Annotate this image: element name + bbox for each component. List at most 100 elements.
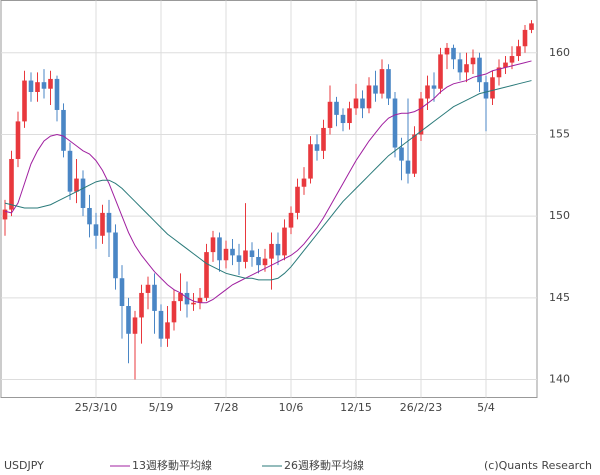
candle-body: [139, 292, 144, 318]
candle-body: [217, 237, 222, 261]
candle-body: [22, 80, 27, 122]
candle-body: [106, 212, 112, 233]
candle-body: [308, 144, 313, 179]
candle-body: [451, 47, 456, 60]
candle-body: [301, 178, 307, 187]
candle-body: [256, 256, 261, 266]
candle-body: [490, 77, 495, 99]
candle-body: [295, 186, 300, 213]
candle-body: [80, 178, 86, 208]
candle-body: [483, 82, 489, 99]
candle-body: [386, 69, 391, 99]
candle-body: [28, 80, 34, 92]
candle-body: [74, 178, 79, 192]
candle-body: [399, 147, 404, 161]
candle-body: [457, 59, 463, 73]
candle-body: [119, 278, 125, 307]
candle-body: [444, 47, 450, 55]
candle-body: [509, 56, 515, 63]
candle-body: [275, 243, 281, 256]
candle-body: [243, 250, 248, 262]
candle-body: [529, 23, 534, 30]
candle-body: [249, 250, 255, 257]
candle-body: [87, 207, 92, 225]
candle-body: [223, 248, 229, 261]
y-tick-label: 155: [549, 127, 570, 140]
candle-body: [9, 158, 14, 210]
candle-body: [61, 109, 66, 151]
candle-body: [470, 57, 476, 65]
candle-body: [48, 78, 53, 89]
moving-average-line: [4, 60, 532, 304]
candle-body: [204, 252, 209, 298]
candle-body: [522, 29, 528, 47]
candle-body: [269, 243, 274, 259]
candle-body: [425, 85, 430, 99]
candle-body: [392, 98, 398, 148]
candle-body: [412, 134, 417, 174]
x-tick-label: 12/15: [340, 401, 372, 414]
candle-body: [178, 292, 183, 302]
candle-body: [126, 306, 131, 334]
candle-body: [496, 67, 502, 78]
candle-body: [282, 227, 287, 256]
candle-body: [347, 108, 352, 124]
candle-body: [327, 101, 333, 128]
candle-body: [262, 258, 268, 266]
candle-body: [184, 292, 190, 305]
candle-body: [15, 121, 21, 159]
candle-body: [152, 284, 157, 311]
candle-body: [100, 212, 105, 236]
candle-body: [132, 317, 138, 334]
candle-body: [35, 82, 40, 92]
candle-body: [210, 237, 216, 253]
legend-label: USDJPY: [4, 459, 44, 472]
x-tick-label: 5/19: [149, 401, 174, 414]
candle-body: [477, 57, 482, 83]
legend-label: 26週移動平均線: [284, 458, 364, 472]
candle-body: [236, 255, 242, 262]
candle-body: [191, 302, 196, 305]
x-tick-label: 25/3/10: [75, 401, 117, 414]
y-tick-label: 160: [549, 46, 570, 59]
plot-frame: [0, 0, 538, 398]
candle-body: [373, 85, 378, 94]
candle-body: [379, 69, 385, 94]
candle-body: [41, 82, 47, 89]
candle-body: [516, 46, 521, 57]
candle-body: [366, 85, 372, 109]
candle-body: [93, 224, 99, 236]
candle-body: [171, 301, 177, 323]
candle-body: [438, 54, 443, 89]
x-tick-label: 10/6: [279, 401, 304, 414]
candle-body: [165, 322, 170, 339]
candle-body: [197, 297, 203, 303]
candle-body: [340, 114, 346, 124]
candle-body: [360, 98, 365, 109]
y-tick-label: 150: [549, 209, 570, 222]
candle-body: [405, 160, 411, 174]
candle-body: [334, 101, 339, 115]
candle-body: [145, 284, 151, 293]
candle-body: [2, 209, 8, 220]
candle-body: [321, 127, 326, 151]
candle-body: [431, 85, 437, 89]
x-tick-label: 26/2/23: [400, 401, 442, 414]
y-tick-label: 145: [549, 291, 570, 304]
candle-body: [503, 62, 508, 68]
candle-body: [113, 232, 118, 279]
candle-body: [67, 150, 73, 192]
candle-body: [464, 64, 469, 73]
candle-body: [158, 310, 164, 339]
candle-body: [230, 248, 235, 256]
x-tick-label: 7/28: [214, 401, 239, 414]
candle-body: [54, 78, 60, 110]
candle-body: [314, 144, 320, 151]
candle-body: [418, 98, 424, 135]
x-tick-label: 5/4: [477, 401, 495, 414]
candle-body: [288, 212, 294, 228]
moving-average-line: [4, 80, 532, 281]
credit: (c)Quants Research: [484, 459, 592, 472]
legend-label: 13週移動平均線: [132, 458, 212, 472]
